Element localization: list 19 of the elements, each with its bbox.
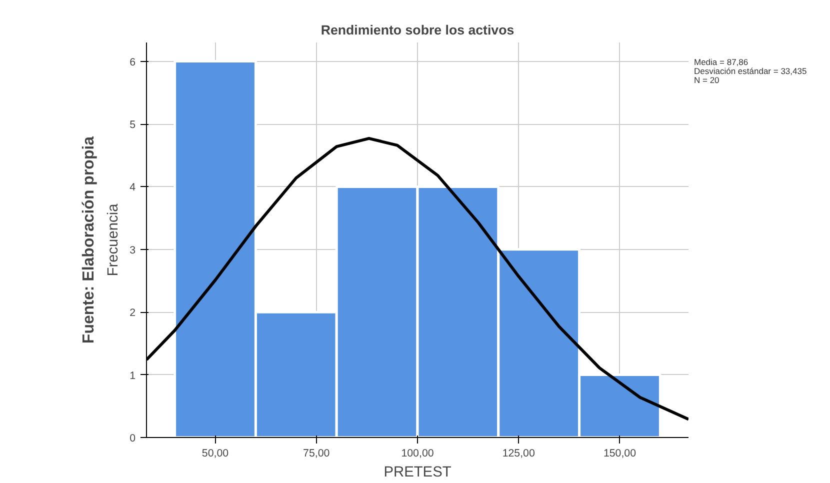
y-axis-title: Frecuencia	[106, 202, 122, 276]
source-note: Fuente: Elaboración propia	[80, 136, 98, 344]
x-axis-title: PRETEST	[384, 464, 452, 480]
y-tick-label: 6	[130, 56, 136, 68]
x-tick-label: 75,00	[303, 448, 330, 460]
y-tick-label: 4	[130, 182, 136, 194]
x-tick-label: 125,00	[502, 448, 535, 460]
y-tick-label: 3	[130, 244, 136, 256]
y-tick-label: 0	[130, 432, 136, 444]
text: Media = 87,86	[694, 57, 748, 67]
x-tick-label: 50,00	[202, 448, 229, 460]
x-tick-label: 150,00	[603, 448, 636, 460]
text: N = 20	[694, 75, 720, 85]
y-tick-label: 2	[130, 307, 136, 320]
text: Desviación estándar = 33,435	[694, 66, 807, 76]
chart-title: Rendimiento sobre los activos	[320, 22, 514, 38]
x-tick-label: 100,00	[401, 448, 434, 460]
y-tick-label: 1	[130, 370, 136, 382]
y-tick-label: 5	[130, 119, 136, 132]
